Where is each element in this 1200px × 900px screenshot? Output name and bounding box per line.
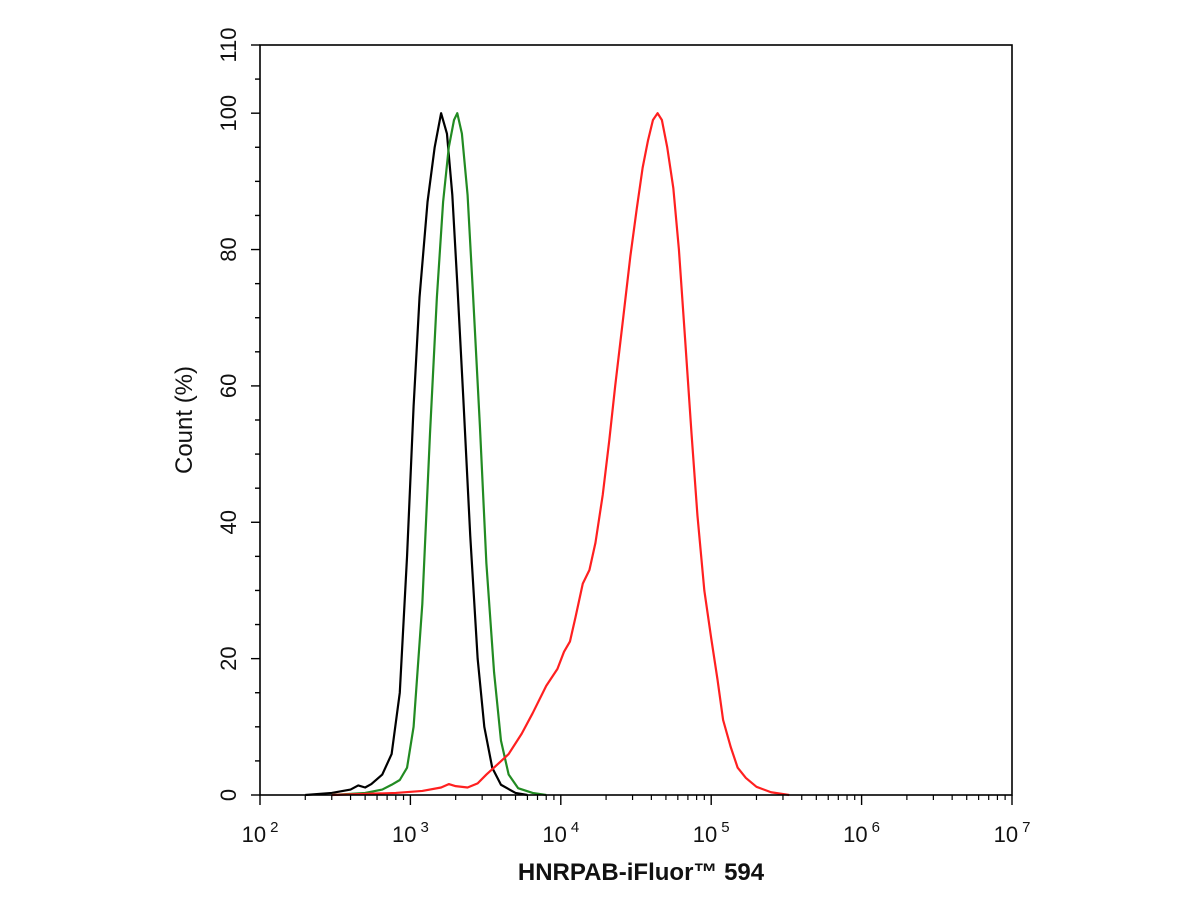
x-tick-label: 10 2	[242, 819, 279, 847]
y-tick-label: 60	[216, 374, 241, 398]
x-tick-label: 10 7	[994, 819, 1031, 847]
histogram-curves	[305, 112, 790, 797]
y-tick-label: 110	[216, 27, 241, 62]
y-axis-ticks: 0 20 40 60 80 100 110	[216, 27, 260, 801]
x-axis-ticks: 10 2 10 3 10 4 10 5 10 6 10 7	[242, 795, 1031, 847]
x-tick-label: 10 4	[542, 819, 579, 847]
x-tick-label: 10 6	[843, 819, 880, 847]
x-axis-title: HNRPAB-iFluor™ 594	[518, 859, 765, 886]
plot-frame	[259, 44, 1013, 796]
y-tick-label: 0	[216, 789, 241, 801]
y-tick-label: 40	[216, 510, 241, 534]
series-curve-3	[331, 112, 790, 797]
series-curve-2	[331, 112, 547, 797]
y-tick-label: 20	[216, 646, 241, 670]
x-tick-label: 10 5	[693, 819, 730, 847]
x-tick-label: 10 3	[392, 819, 429, 847]
series-curve-1	[305, 112, 528, 797]
y-tick-label: 100	[216, 95, 241, 132]
y-axis-title: Count (%)	[171, 366, 198, 474]
y-tick-label: 80	[216, 237, 241, 261]
